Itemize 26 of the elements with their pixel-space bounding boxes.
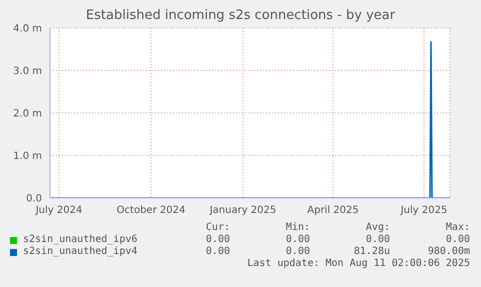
y-tick-label: 3.0 m (13, 66, 42, 78)
chart-title: Established incoming s2s connections - by year (84, 8, 396, 23)
text: 0.00 (444, 234, 470, 246)
text: Max: (444, 222, 470, 234)
text: Min: (284, 222, 310, 234)
x-tick-label: July 2025 (400, 205, 448, 216)
y-tick-label: 4.0 m (13, 24, 42, 35)
text: 0.00 (204, 246, 230, 258)
text: 0.00 (284, 246, 310, 258)
text: 81.28u (352, 246, 390, 258)
y-tick-label: 1.0 m (13, 151, 42, 162)
legend-label: s2sin_unauthed_ipv4 (22, 246, 138, 258)
y-tick-label: 2.0 m (13, 108, 42, 120)
x-tick-label: October 2024 (116, 205, 186, 216)
x-tick-label: January 2025 (208, 205, 276, 216)
x-tick-label: April 2025 (307, 205, 359, 216)
text: Last update: Mon Aug 11 02:00:06 2025 (246, 258, 470, 270)
text: Avg: (364, 222, 390, 234)
text: 980.00m (426, 246, 470, 258)
legend-label: s2sin_unauthed_ipv6 (22, 234, 138, 246)
y-tick-label: 0.0 (26, 194, 42, 205)
text: 0.00 (204, 234, 230, 246)
text: 0.00 (364, 234, 390, 246)
x-tick-label: July 2024 (34, 205, 82, 216)
text: Cur: (204, 222, 230, 234)
text: 0.00 (284, 234, 310, 246)
